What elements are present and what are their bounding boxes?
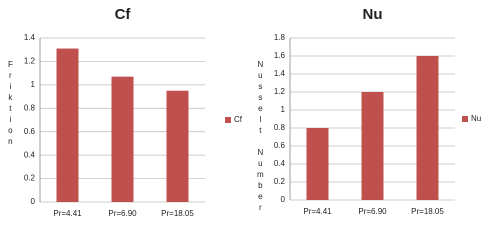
y-tick-label: 0.4 [274, 159, 286, 168]
bar [111, 76, 134, 202]
page: Cf Friktion 0 0.2 0.4 0.6 0.8 1 1.2 1.4 Pr=4.41 Pr=… [5, 5, 482, 219]
y-tick-label: 0.6 [274, 141, 286, 150]
x-tick-label: Pr=6.90 [358, 207, 387, 216]
y-tick-label: 0.2 [24, 174, 36, 183]
y-axis-label: Nusselt Number [256, 60, 265, 214]
y-tick-label: 0.4 [24, 150, 36, 159]
y-tick-label: 0.2 [274, 177, 286, 186]
bar [361, 92, 384, 200]
y-tick-label: 1 [31, 80, 36, 89]
x-tick-label: Pr=18.05 [411, 207, 444, 216]
y-tick-label: 0.8 [274, 123, 286, 132]
x-tick-label: Pr=6.90 [108, 209, 137, 218]
legend-label: Cf [234, 115, 243, 124]
bar [416, 56, 439, 200]
x-tick-label: Pr=4.41 [53, 209, 82, 218]
chart-title: Nu [363, 6, 383, 23]
y-axis-label: Friktion [6, 60, 15, 148]
legend-label: Nu [471, 114, 481, 123]
chart-title: Cf [115, 6, 132, 23]
y-tick-label: 0 [281, 195, 286, 204]
bar [56, 48, 79, 202]
y-tick-label: 1.4 [274, 69, 286, 78]
y-tick-label: 1.4 [24, 33, 36, 42]
y-tick-label: 1.6 [274, 51, 286, 60]
y-tick-label: 1 [281, 105, 286, 114]
bar [166, 90, 189, 202]
y-tick-label: 0 [31, 197, 36, 206]
bar [306, 128, 329, 200]
y-tick-label: 0.8 [24, 103, 36, 112]
legend-swatch [225, 117, 231, 123]
x-tick-label: Pr=18.05 [161, 209, 194, 218]
x-tick-label: Pr=4.41 [303, 207, 332, 216]
chart-panel: Cf Friktion 0 0.2 0.4 0.6 0.8 1 1.2 1.4 Pr=4.41 Pr=… [6, 6, 481, 218]
y-tick-label: 0.6 [24, 127, 36, 136]
y-tick-label: 1.2 [24, 57, 36, 66]
y-tick-label: 1.2 [274, 87, 286, 96]
y-tick-label: 1.8 [274, 33, 286, 42]
legend-swatch [462, 116, 468, 122]
